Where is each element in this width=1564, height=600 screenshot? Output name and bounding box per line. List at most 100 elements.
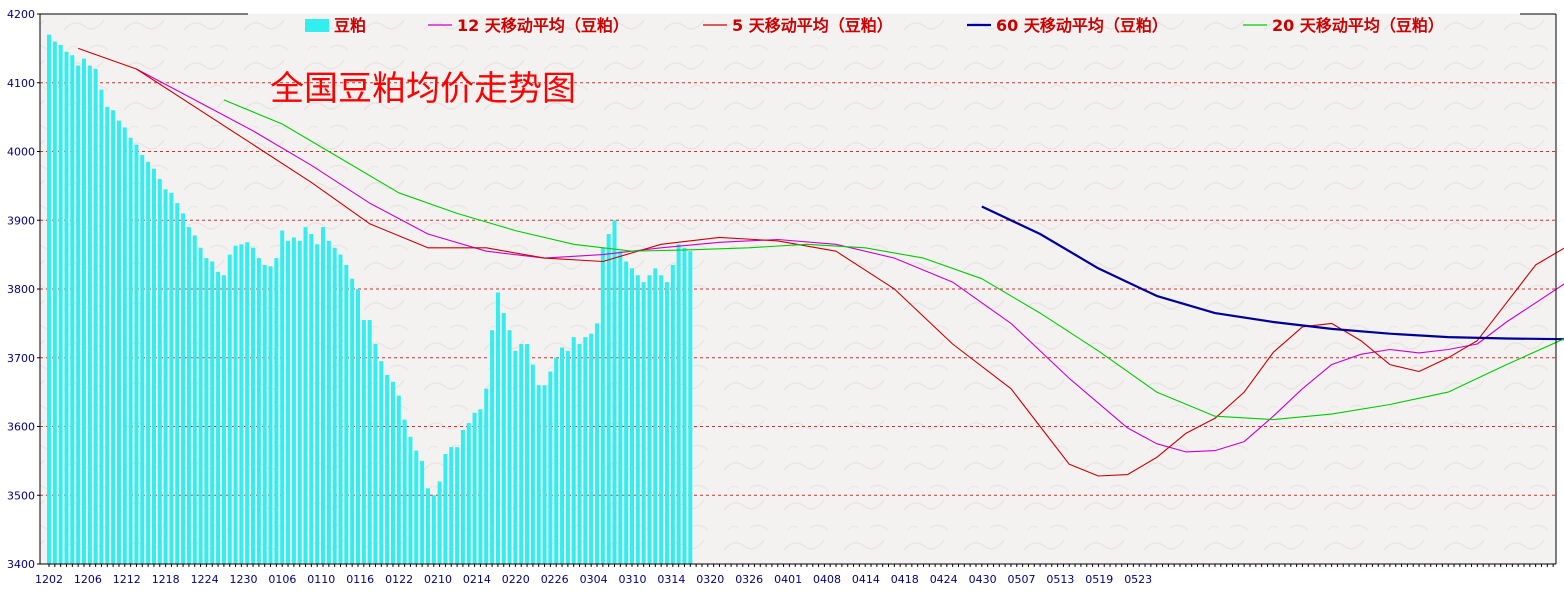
bar [245, 242, 250, 564]
bar [560, 347, 565, 564]
bar [577, 344, 582, 564]
bar [600, 247, 605, 564]
bar [618, 251, 623, 564]
bar [291, 237, 296, 564]
bar [624, 261, 629, 564]
bar [181, 213, 186, 564]
bar [350, 278, 355, 564]
series-line-2 [981, 205, 1564, 341]
series-line-0 [136, 68, 1564, 453]
x-tick-label: 1218 [152, 573, 180, 586]
bar [192, 235, 197, 564]
x-tick-label: 0507 [1008, 573, 1036, 586]
x-tick-label: 0314 [657, 573, 685, 586]
bar [309, 234, 314, 564]
bar [530, 364, 535, 564]
bar [186, 227, 191, 564]
bar [630, 268, 634, 564]
bar [606, 234, 611, 564]
y-tick-label: 3500 [7, 489, 35, 502]
moving-average-lines [78, 47, 1564, 477]
bar [221, 275, 226, 564]
legend-label: 20 天移动平均（豆粕） [1272, 16, 1444, 35]
bar [536, 385, 541, 564]
legend: 豆粕 12 天移动平均（豆粕） 5 天移动平均（豆粕） 60 天移动平均（豆粕） 20 … [305, 16, 1444, 35]
bar [460, 429, 465, 564]
bar [501, 313, 506, 564]
bar [431, 495, 436, 564]
x-tick-label: 0106 [268, 573, 296, 586]
x-tick-label: 0226 [541, 573, 569, 586]
bar [425, 488, 430, 564]
legend-label: 5 天移动平均（豆粕） [732, 16, 893, 35]
bar [513, 350, 518, 564]
bar [233, 245, 238, 564]
x-tick-label: 0326 [735, 573, 763, 586]
bar [303, 227, 308, 564]
bar [111, 110, 116, 564]
x-tick-label: 0430 [969, 573, 997, 586]
bar [525, 344, 530, 564]
bar [495, 292, 500, 564]
bar [420, 460, 425, 564]
bar [670, 264, 675, 564]
bar [355, 289, 360, 564]
bar [256, 258, 261, 564]
bar [268, 266, 273, 564]
x-tick-label: 1212 [113, 573, 141, 586]
legend-item: 60 天移动平均（豆粕） [967, 16, 1168, 35]
bar [76, 65, 81, 564]
bar [116, 120, 121, 564]
bar [402, 419, 407, 564]
y-tick-label: 3900 [7, 214, 35, 227]
legend-label: 豆粕 [334, 16, 366, 35]
bar [134, 144, 139, 564]
bar [373, 344, 378, 564]
legend-item: 12 天移动平均（豆粕） [428, 16, 629, 35]
bar [321, 227, 326, 564]
y-tick-label: 4000 [7, 146, 35, 159]
bar [390, 381, 395, 564]
y-tick-labels: 3400 3500 3600 3700 3800 3900 4000 4100 4200 [7, 8, 35, 571]
x-tick-label: 0519 [1085, 573, 1113, 586]
bar [653, 268, 658, 564]
bar [449, 447, 454, 564]
y-tick-label: 4200 [7, 8, 35, 21]
bar [227, 254, 232, 564]
bar [688, 251, 693, 564]
bar [641, 282, 646, 564]
bar-series-soymeal [47, 34, 693, 564]
bar [484, 388, 489, 564]
bar [583, 337, 588, 564]
bar [93, 69, 98, 564]
bar [472, 412, 477, 564]
bar [565, 350, 570, 564]
bar [548, 371, 553, 564]
bar [274, 258, 279, 564]
bar [332, 247, 337, 564]
bar [466, 423, 471, 564]
bar [554, 357, 559, 564]
x-tick-label: 0523 [1124, 573, 1152, 586]
x-tick-label: 0424 [930, 573, 958, 586]
x-tick-label: 0418 [891, 573, 919, 586]
bar [659, 275, 664, 564]
bar [647, 275, 652, 564]
bar [157, 179, 162, 564]
x-tick-label: 0513 [1046, 573, 1074, 586]
bar [105, 106, 110, 564]
legend-item: 豆粕 [305, 16, 366, 35]
bar [251, 247, 256, 564]
bar [122, 127, 127, 564]
bar [81, 58, 86, 564]
bar [128, 137, 133, 564]
bar [140, 154, 145, 564]
x-tick-label: 0310 [619, 573, 647, 586]
bar [169, 192, 174, 564]
bar [635, 275, 640, 564]
bar [52, 41, 57, 564]
bar [455, 447, 460, 564]
bar [338, 254, 343, 564]
bar [507, 330, 512, 564]
